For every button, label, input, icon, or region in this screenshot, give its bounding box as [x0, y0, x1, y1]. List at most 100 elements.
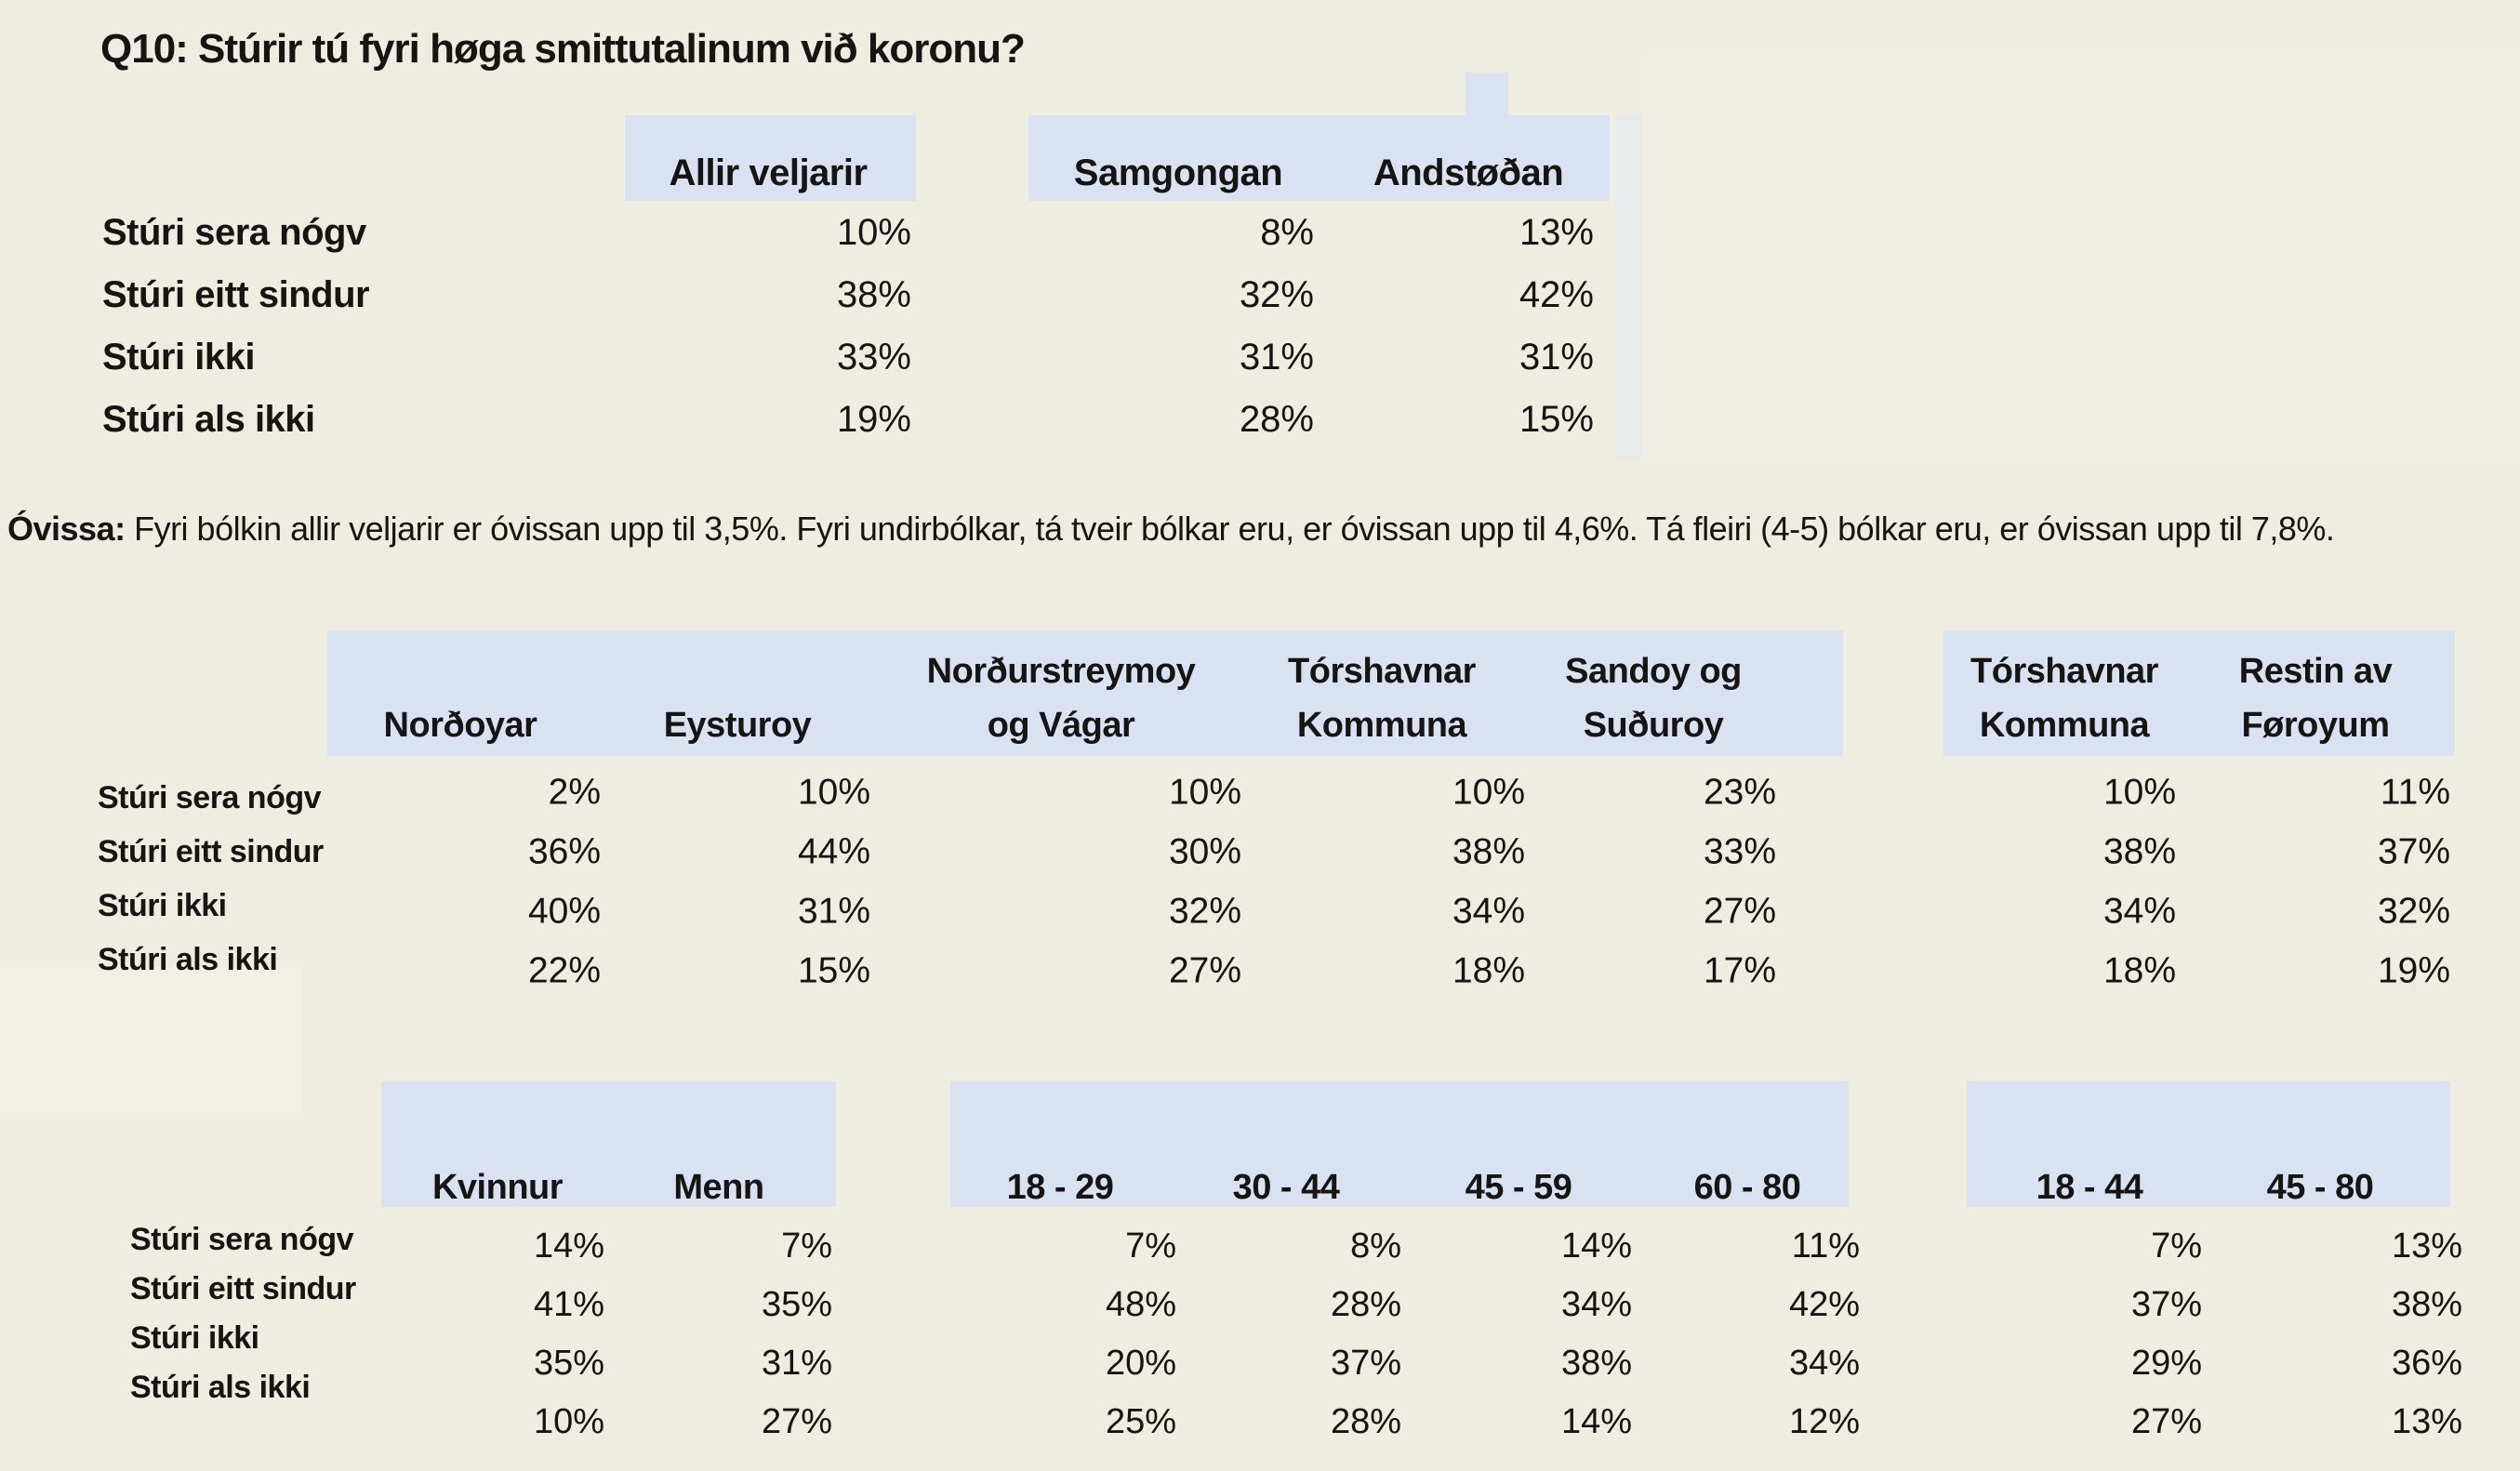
background-patch [1642, 54, 2520, 457]
col-header: Menn [673, 1168, 764, 1207]
col-header: Kommuna [1296, 706, 1467, 745]
cell-value: 22% [527, 950, 601, 991]
cell-value: 8% [1260, 212, 1314, 253]
cell-value: 27% [761, 1402, 832, 1441]
col-header: Tórshavnar [1970, 652, 2158, 691]
uncertainty-note-label: Óvissa: [7, 510, 126, 548]
cell-value: 38% [2391, 1285, 2462, 1324]
cell-value: 29% [2130, 1344, 2202, 1383]
cell-value: 11% [1791, 1226, 1860, 1266]
cell-value: 18% [2102, 950, 2176, 991]
header-band-allir-veljarir [625, 115, 916, 201]
cell-value: 14% [1560, 1402, 1632, 1441]
cell-value: 13% [1519, 212, 1594, 253]
row-label: Stúri eitt sindur [102, 274, 370, 315]
cell-value: 28% [1330, 1285, 1401, 1324]
row-label: Stúri ikki [98, 888, 227, 923]
col-header: Sandoy og [1565, 652, 1742, 691]
cell-value: 11% [2380, 772, 2450, 813]
col-header: 18 - 29 [1006, 1168, 1114, 1207]
header-band-age [950, 1081, 1849, 1207]
uncertainty-note: Óvissa: Fyri bólkin allir veljarir er óv… [7, 510, 2518, 549]
cell-value: 30% [1168, 831, 1241, 872]
cell-value: 31% [761, 1344, 832, 1383]
uncertainty-note-text: Fyri bólkin allir veljarir er óvissan up… [125, 510, 2335, 548]
cell-value: 7% [781, 1226, 832, 1266]
cell-value: 7% [2151, 1226, 2202, 1266]
row-label: Stúri als ikki [102, 399, 315, 440]
row-label: Stúri ikki [130, 1320, 259, 1356]
cell-value: 28% [1330, 1402, 1401, 1441]
col-header: Kvinnur [431, 1168, 564, 1207]
cell-value: 18% [1452, 950, 1525, 991]
cell-value: 27% [1703, 891, 1776, 932]
cell-value: 38% [2102, 831, 2176, 872]
header-band-samgongan-andstodan [1028, 115, 1610, 201]
cell-value: 37% [1330, 1344, 1401, 1383]
cell-value: 12% [1788, 1402, 1860, 1441]
header-band-tab [1466, 73, 1508, 116]
cell-value: 10% [2102, 772, 2176, 813]
cell-value: 35% [533, 1344, 604, 1383]
question-title: Q10: Stúrir tú fyri høga smittutalinum v… [100, 26, 1026, 72]
cell-value: 17% [1703, 950, 1776, 991]
col-header: 45 - 80 [2266, 1168, 2374, 1207]
cell-value: 14% [533, 1226, 604, 1266]
cell-value: 32% [1168, 891, 1241, 932]
col-header: Norðoyar [383, 706, 537, 745]
col-header: 18 - 44 [2036, 1168, 2143, 1207]
row-label: Stúri als ikki [130, 1370, 311, 1405]
cell-value: 34% [1452, 891, 1525, 932]
cell-value: 34% [2102, 891, 2176, 932]
col-header: Føroyum [2241, 706, 2390, 745]
col-header: 45 - 59 [1465, 1168, 1572, 1207]
cell-value: 38% [1452, 831, 1525, 872]
background-patch [0, 967, 302, 1113]
cell-value: 13% [2391, 1226, 2462, 1266]
cell-value: 42% [1519, 274, 1594, 315]
cell-value: 19% [2377, 950, 2450, 991]
col-header: Restin av [2238, 652, 2393, 691]
header-band-gender [381, 1081, 836, 1207]
cell-value: 38% [836, 274, 911, 315]
row-label: Stúri als ikki [98, 942, 278, 977]
cell-value: 33% [836, 337, 911, 378]
cell-value: 7% [1125, 1226, 1176, 1266]
col-header: Norðurstreymoy [926, 652, 1196, 691]
col-header: Samgongan [1073, 152, 1283, 193]
cell-value: 10% [1452, 772, 1525, 813]
col-header: Eysturoy [663, 706, 812, 745]
cell-value: 38% [1560, 1344, 1632, 1383]
col-header: Allir veljarir [669, 152, 868, 193]
cell-value: 27% [2130, 1402, 2202, 1441]
cell-value: 23% [1703, 772, 1776, 813]
row-label: Stúri sera nógv [98, 780, 322, 815]
cell-value: 10% [797, 772, 870, 813]
col-header: Suðuroy [1583, 706, 1724, 745]
row-label: Stúri eitt sindur [130, 1271, 356, 1306]
cell-value: 34% [1560, 1285, 1632, 1324]
cell-value: 32% [2377, 891, 2450, 932]
cell-value: 42% [1788, 1285, 1860, 1324]
cell-value: 36% [527, 831, 601, 872]
col-header: Andstøðan [1373, 152, 1564, 193]
cell-value: 10% [1168, 772, 1241, 813]
cell-value: 40% [527, 891, 601, 932]
cell-value: 37% [2130, 1285, 2202, 1324]
cell-value: 33% [1703, 831, 1776, 872]
cell-value: 25% [1105, 1402, 1176, 1441]
header-band-regions [327, 630, 1843, 756]
cell-value: 2% [548, 772, 601, 813]
cell-value: 14% [1560, 1226, 1632, 1266]
side-strip [1615, 115, 1642, 457]
row-label: Stúri sera nógv [130, 1222, 354, 1257]
header-band-regions-right [1943, 630, 2455, 756]
cell-value: 37% [2377, 831, 2450, 872]
col-header: 60 - 80 [1693, 1168, 1801, 1207]
col-header: Kommuna [1979, 706, 2150, 745]
cell-value: 19% [836, 399, 911, 440]
cell-value: 13% [2391, 1402, 2462, 1441]
cell-value: 28% [1239, 399, 1314, 440]
cell-value: 8% [1350, 1226, 1401, 1266]
